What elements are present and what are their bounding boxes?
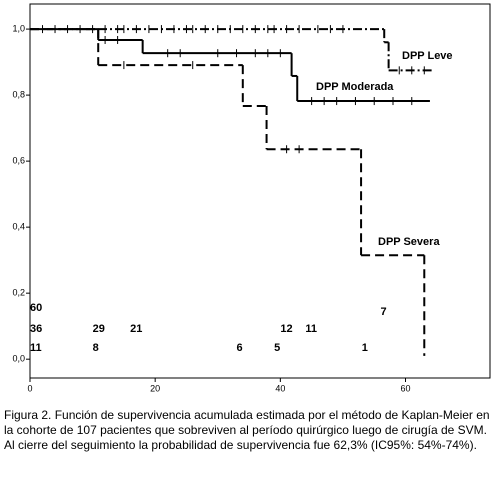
at-risk-count: 7 xyxy=(380,306,386,318)
at-risk-count: 29 xyxy=(93,323,105,335)
x-tick-label: 20 xyxy=(150,383,160,393)
at-risk-count: 6 xyxy=(237,342,243,354)
at-risk-count: 8 xyxy=(93,342,99,354)
at-risk-count: 5 xyxy=(274,342,280,354)
at-risk-count: 60 xyxy=(30,302,42,314)
at-risk-count: 21 xyxy=(130,323,142,335)
y-tick-label: 1,0 xyxy=(12,23,25,33)
y-tick-label: 0,4 xyxy=(12,222,25,232)
at-risk-count: 11 xyxy=(305,323,317,335)
chart: 0,0 0,2 0,4 0,6 0,8 1,0 0 20 40 60 DPP Leve 60 7 DPP … xyxy=(12,3,491,393)
x-tick-label: 0 xyxy=(27,383,32,393)
x-tick-label: 60 xyxy=(401,383,411,393)
at-risk-count: 36 xyxy=(30,323,42,335)
at-risk-count: 11 xyxy=(30,342,42,354)
x-tick-label: 40 xyxy=(275,383,285,393)
series-label: DPP Moderada xyxy=(316,81,394,93)
y-tick-label: 0,0 xyxy=(12,354,25,364)
series-label: DPP Leve xyxy=(402,50,453,62)
y-tick-label: 0,2 xyxy=(12,288,25,298)
at-risk-count: 1 xyxy=(362,342,368,354)
at-risk-count: 12 xyxy=(280,323,292,335)
y-tick-label: 0,6 xyxy=(12,156,25,166)
caption: Figura 2. Función de supervivencia acumu… xyxy=(4,408,490,452)
plot-frame xyxy=(29,3,491,379)
y-tick-label: 0,8 xyxy=(12,89,25,99)
series-label: DPP Severa xyxy=(378,236,440,248)
